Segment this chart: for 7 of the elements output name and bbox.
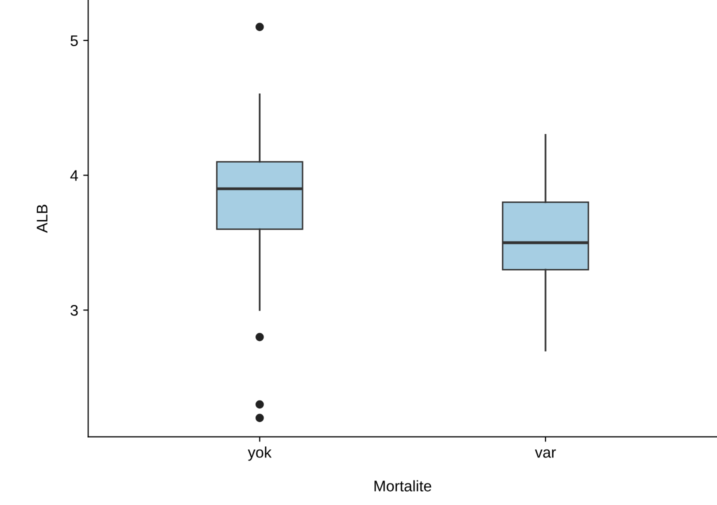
x-tick-label: yok (248, 446, 272, 461)
y-tick-label: 3 (70, 304, 78, 316)
y-axis-title: ALB (36, 204, 48, 233)
x-axis-title: Mortalite (374, 480, 432, 492)
y-tick-label: 4 (70, 170, 78, 181)
x-tick-label: var (534, 449, 556, 458)
y-tick-label: 5 (70, 35, 78, 46)
